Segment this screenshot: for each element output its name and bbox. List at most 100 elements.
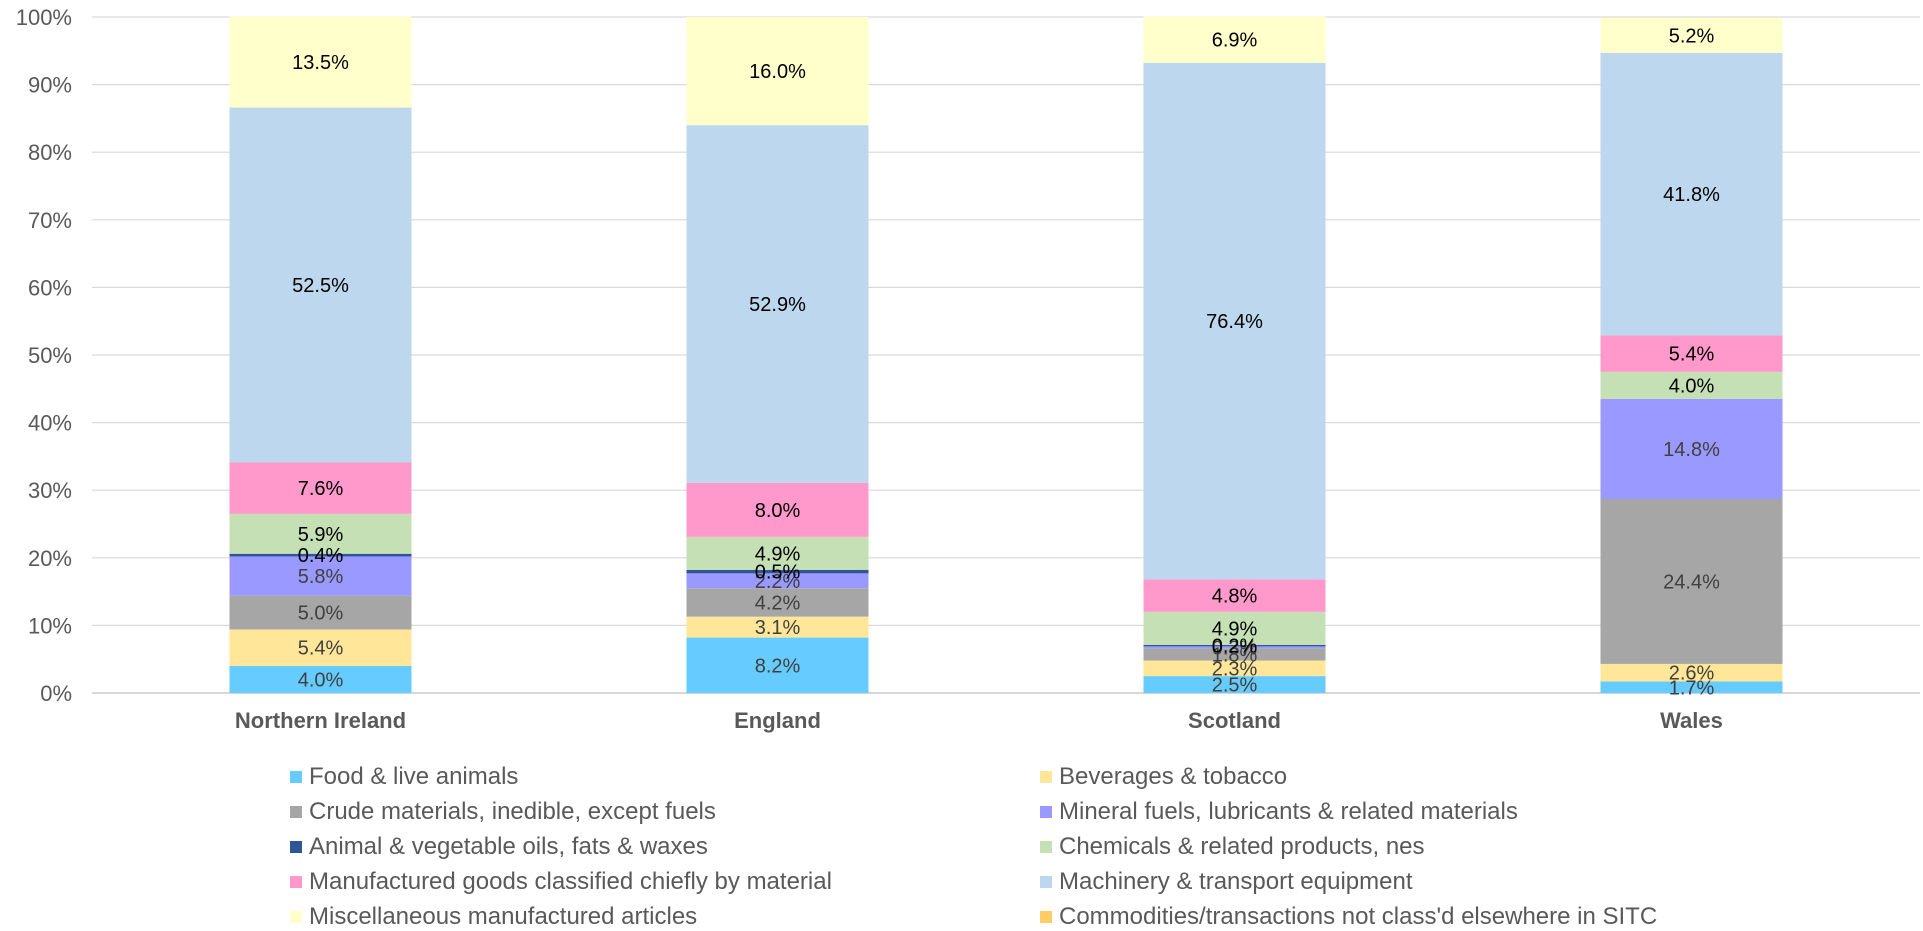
- legend-label: Beverages & tobacco: [1059, 763, 1288, 790]
- legend-swatch: [1040, 771, 1052, 783]
- bar-segment: [1600, 371, 1783, 399]
- data-label: 4.2%: [755, 592, 801, 614]
- legend: Food & live animals Beverages & tobacco Cr…: [290, 763, 1790, 930]
- data-label: 3.1%: [755, 617, 801, 639]
- y-tick-label: 70%: [28, 208, 72, 233]
- data-label: 13.5%: [292, 52, 349, 74]
- data-label: 0.5%: [755, 562, 801, 584]
- bar-segment: [686, 482, 869, 537]
- legend-item: Food & live animals: [290, 763, 1040, 790]
- legend-item: Manufactured goods classified chiefly by…: [290, 868, 1040, 895]
- bar-segment: [229, 629, 412, 666]
- legend-label: Miscellaneous manufactured articles: [309, 903, 698, 930]
- data-label: 2.6%: [1669, 663, 1715, 685]
- category-label: Northern Ireland: [235, 708, 406, 733]
- data-label: 6.9%: [1212, 30, 1258, 52]
- legend-swatch: [290, 876, 302, 888]
- data-label: 1.7%: [1669, 677, 1715, 699]
- y-tick-label: 80%: [28, 140, 72, 165]
- bar-segment: [1600, 663, 1783, 682]
- y-axis-tick-labels: 0% 10% 20% 30% 40% 50% 60% 70% 80% 90% 100%: [16, 5, 72, 706]
- bar-segment: [1143, 611, 1326, 646]
- data-label: 7.6%: [298, 478, 344, 500]
- x-axis-category-labels: Northern Ireland England Scotland Wales: [235, 708, 1723, 733]
- legend-label: Crude materials, inedible, except fuels: [309, 798, 716, 825]
- y-tick-label: 50%: [28, 343, 72, 368]
- bar-segment: [686, 616, 869, 638]
- legend-swatch: [290, 911, 302, 923]
- category-label: Scotland: [1188, 708, 1281, 733]
- data-label: 2.3%: [1212, 658, 1258, 680]
- bar-segment: [686, 588, 869, 617]
- legend-swatch: [290, 841, 302, 853]
- legend-label: Mineral fuels, lubricants & related mate…: [1059, 798, 1518, 825]
- data-labels: 4.0% 5.4% 5.0% 5.8%0.4%5.9% 7.6% 52.5% 13.5% 8.…: [292, 25, 1720, 699]
- legend-label: Machinery & transport equipment: [1059, 868, 1413, 895]
- y-tick-label: 10%: [28, 613, 72, 638]
- bar-segment: [1600, 398, 1783, 499]
- legend-label: Animal & vegetable oils, fats & waxes: [309, 833, 708, 860]
- legend-item: Animal & vegetable oils, fats & waxes: [290, 833, 1040, 860]
- y-tick-label: 0%: [40, 681, 72, 706]
- data-label: 0.2%: [1212, 636, 1258, 658]
- data-label: 4.9%: [1212, 618, 1258, 640]
- bar-segment: [1600, 681, 1783, 693]
- bar-segment: [1143, 648, 1326, 661]
- data-label: 4.0%: [1669, 375, 1715, 397]
- data-label: 2.2%: [755, 571, 801, 593]
- bar-segment: [686, 125, 869, 483]
- legend-swatch: [1040, 841, 1052, 853]
- bar-segment: [1143, 676, 1326, 693]
- bar-segment: [1143, 579, 1326, 612]
- data-label: 5.8%: [298, 566, 344, 588]
- data-label: 14.8%: [1663, 439, 1720, 461]
- bar-segment: [229, 556, 412, 596]
- y-tick-label: 40%: [28, 411, 72, 436]
- data-label: 4.0%: [298, 669, 344, 691]
- data-label: 1.8%: [1212, 644, 1258, 666]
- legend-label: Chemicals & related products, nes: [1059, 833, 1425, 860]
- bar-segment: [229, 16, 412, 108]
- bar-segment: [229, 462, 412, 514]
- legend-item: Commodities/transactions not class'd els…: [1040, 903, 1790, 930]
- category-label: Wales: [1660, 708, 1723, 733]
- legend-label: Commodities/transactions not class'd els…: [1059, 903, 1658, 930]
- bar-segment: [1600, 52, 1783, 336]
- data-label: 52.9%: [749, 294, 806, 316]
- bar-segment: [1143, 645, 1326, 647]
- legend-swatch: [1040, 806, 1052, 818]
- data-label: 41.8%: [1663, 184, 1720, 206]
- bar-segment: [1143, 646, 1326, 649]
- data-label: 24.4%: [1663, 571, 1720, 593]
- category-label: England: [734, 708, 821, 733]
- data-label: 16.0%: [749, 61, 806, 83]
- data-label: 52.5%: [292, 275, 349, 297]
- legend-item: Beverages & tobacco: [1040, 763, 1790, 790]
- legend-label: Food & live animals: [309, 763, 519, 790]
- bar-segment: [1600, 17, 1783, 53]
- bar-segment: [229, 595, 412, 630]
- y-tick-label: 20%: [28, 546, 72, 571]
- bar-segment: [229, 107, 412, 463]
- legend-swatch: [290, 806, 302, 818]
- data-label: 2.5%: [1212, 675, 1258, 697]
- data-label: 8.0%: [755, 500, 801, 522]
- legend-label: Manufactured goods classified chiefly by…: [309, 868, 832, 895]
- bar-segment: [1600, 498, 1783, 664]
- data-label: 0.3%: [1212, 637, 1258, 659]
- data-label: 5.4%: [1669, 344, 1715, 366]
- bar-segment: [1143, 16, 1326, 63]
- bar-segment: [1143, 62, 1326, 580]
- data-label: 4.9%: [755, 543, 801, 565]
- bars: [229, 16, 1783, 693]
- y-tick-label: 100%: [16, 5, 72, 30]
- bar-segment: [686, 573, 869, 589]
- bar-segment: [1143, 660, 1326, 677]
- data-label: 0.4%: [298, 545, 344, 567]
- bar-segment: [686, 17, 869, 126]
- data-label: 5.0%: [298, 603, 344, 625]
- y-tick-label: 90%: [28, 73, 72, 98]
- bar-segment: [686, 536, 869, 570]
- data-label: 4.8%: [1212, 586, 1258, 608]
- legend-item: Chemicals & related products, nes: [1040, 833, 1790, 860]
